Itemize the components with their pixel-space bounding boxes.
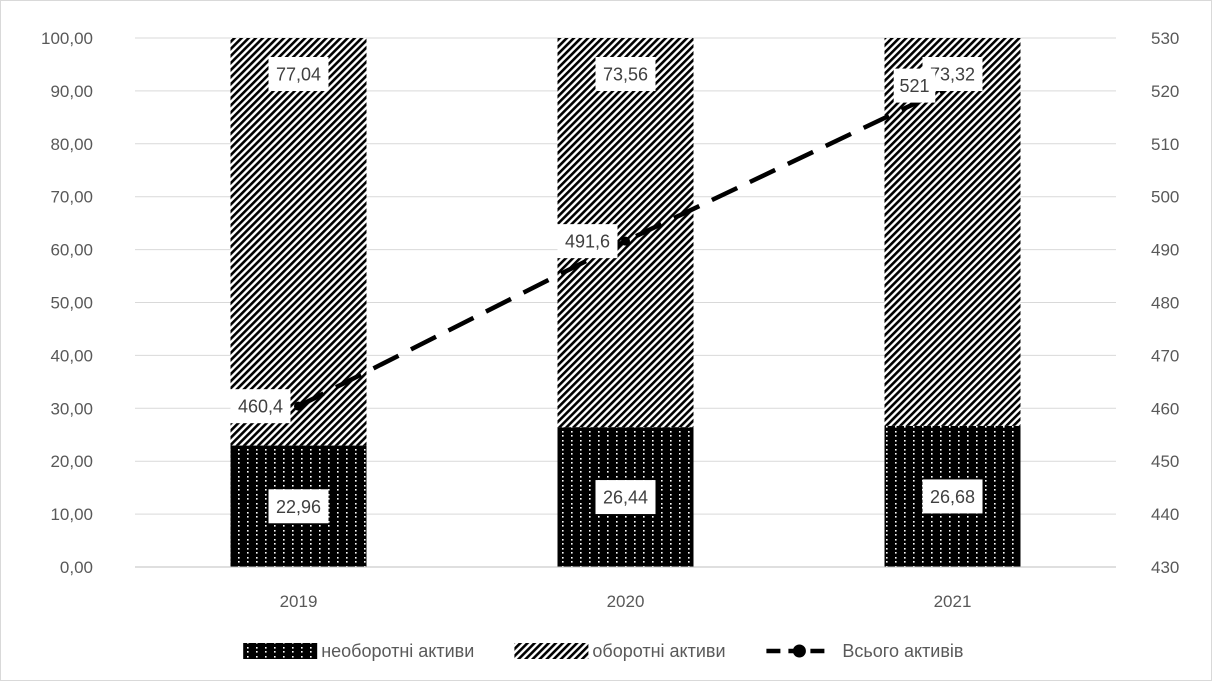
total-assets-point: [621, 236, 630, 246]
right-axis-tick-label: 450: [1151, 452, 1179, 471]
x-axis-tick-label: 2020: [607, 592, 645, 611]
line-data-label-box: [893, 68, 936, 103]
left-axis-tick-label: 0,00: [60, 558, 93, 577]
right-axis-tick-label: 430: [1151, 558, 1179, 577]
legend-label: оборотні активи: [592, 641, 725, 661]
right-axis-tick-label: 470: [1151, 346, 1179, 365]
bar-data-label-box: [595, 57, 656, 91]
x-axis-tick-label: 2021: [934, 592, 972, 611]
line-data-label: 491,6: [565, 232, 610, 252]
line-data-label: 521: [899, 76, 929, 96]
left-axis-tick-label: 30,00: [50, 399, 93, 418]
left-axis-tick-label: 50,00: [50, 294, 93, 313]
bar-data-label: 77,04: [276, 65, 321, 85]
line-data-label: 460,4: [238, 397, 283, 417]
right-axis-tick-label: 520: [1151, 82, 1179, 101]
bar-data-label-box: [595, 480, 656, 515]
legend-label: Всього активів: [842, 641, 963, 661]
bar-data-label: 73,56: [603, 65, 648, 85]
line-data-label-box: [557, 224, 618, 259]
legend-label: необоротні активи: [321, 641, 474, 661]
bar-data-label: 22,96: [276, 497, 321, 517]
right-axis-tick-label: 530: [1151, 29, 1179, 48]
right-axis-tick-label: 490: [1151, 241, 1179, 260]
legend-swatch: [243, 643, 318, 659]
right-axis-tick-label: 480: [1151, 294, 1179, 313]
legend-swatch-marker: [792, 644, 806, 658]
bar-segment: [230, 38, 367, 446]
left-axis-tick-label: 90,00: [50, 82, 93, 101]
bar-segment: [884, 38, 1021, 426]
right-axis-tick-label: 460: [1151, 399, 1179, 418]
total-assets-point: [294, 401, 303, 411]
axes: 0,00 10,00 20,00 30,00 40,00 50,00 60,00 70,00 8…: [41, 29, 1179, 611]
legend-swatch: [514, 643, 589, 659]
left-axis-tick-label: 70,00: [50, 188, 93, 207]
left-axis-tick-label: 100,00: [41, 29, 93, 48]
bar-data-label: 26,44: [603, 488, 648, 508]
legend: необоротні активи оборотні активи Всього а…: [243, 641, 963, 661]
bar-data-label-box: [268, 57, 329, 91]
left-axis-tick-label: 40,00: [50, 346, 93, 365]
right-axis-tick-label: 500: [1151, 188, 1179, 207]
total-assets-line: [297, 83, 954, 409]
x-axis-tick-label: 2019: [280, 592, 318, 611]
bar-data-label-box: [268, 489, 329, 524]
right-axis-tick-label: 440: [1151, 505, 1179, 524]
data-labels: 22,96 26,44 26,68 77,04 73,56 73,32 460,4 491,6…: [230, 57, 983, 524]
left-axis-tick-label: 60,00: [50, 241, 93, 260]
line-data-label-box: [230, 389, 291, 424]
bar-data-label: 26,68: [930, 487, 975, 507]
left-axis-tick-label: 10,00: [50, 505, 93, 524]
bar-data-label: 73,32: [930, 65, 975, 85]
left-axis-tick-label: 80,00: [50, 135, 93, 154]
left-axis-tick-label: 20,00: [50, 452, 93, 471]
right-axis-tick-label: 510: [1151, 135, 1179, 154]
bar-data-label-box: [922, 479, 983, 514]
